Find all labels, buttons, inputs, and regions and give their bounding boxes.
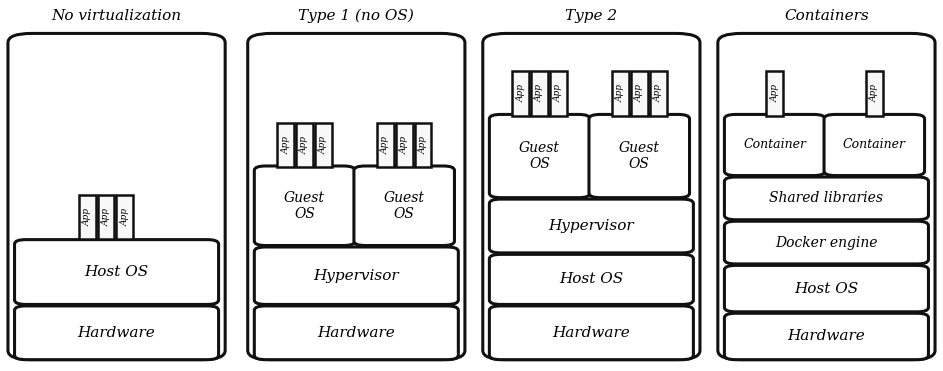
- Text: App: App: [419, 136, 427, 154]
- Text: No virtualization: No virtualization: [52, 9, 182, 23]
- Bar: [116, 195, 133, 239]
- Text: Shared libraries: Shared libraries: [769, 191, 884, 206]
- Text: Hypervisor: Hypervisor: [549, 219, 635, 233]
- FancyBboxPatch shape: [489, 306, 693, 359]
- Text: Guest
OS: Guest OS: [619, 141, 660, 171]
- Text: Hardware: Hardware: [77, 326, 156, 340]
- Text: App: App: [653, 85, 663, 102]
- Bar: [512, 71, 529, 115]
- Text: Hypervisor: Hypervisor: [313, 269, 399, 283]
- FancyBboxPatch shape: [724, 221, 929, 264]
- FancyBboxPatch shape: [14, 240, 219, 305]
- Text: App: App: [121, 208, 129, 226]
- FancyBboxPatch shape: [489, 114, 590, 198]
- Text: App: App: [535, 85, 544, 102]
- Bar: [315, 123, 332, 167]
- Bar: [415, 123, 432, 167]
- Text: App: App: [635, 85, 644, 102]
- FancyBboxPatch shape: [589, 114, 689, 198]
- Text: App: App: [319, 136, 328, 154]
- Bar: [631, 71, 648, 115]
- Bar: [78, 195, 95, 239]
- FancyBboxPatch shape: [489, 199, 693, 253]
- Bar: [97, 195, 114, 239]
- Text: App: App: [300, 136, 309, 154]
- Text: Guest
OS: Guest OS: [384, 191, 424, 221]
- Text: Host OS: Host OS: [85, 265, 149, 279]
- Text: Container: Container: [743, 138, 806, 151]
- FancyBboxPatch shape: [489, 255, 693, 305]
- Text: Hardware: Hardware: [553, 326, 630, 340]
- FancyBboxPatch shape: [724, 265, 929, 312]
- Text: Host OS: Host OS: [794, 282, 858, 296]
- Bar: [377, 123, 394, 167]
- FancyBboxPatch shape: [354, 166, 455, 246]
- FancyBboxPatch shape: [255, 166, 355, 246]
- Text: App: App: [281, 136, 290, 154]
- Text: App: App: [102, 208, 110, 226]
- Text: Guest
OS: Guest OS: [520, 141, 560, 171]
- FancyBboxPatch shape: [724, 177, 929, 220]
- FancyBboxPatch shape: [255, 247, 458, 305]
- Text: Type 1 (no OS): Type 1 (no OS): [298, 9, 414, 23]
- Text: App: App: [381, 136, 389, 154]
- Bar: [612, 71, 629, 115]
- Text: Container: Container: [843, 138, 906, 151]
- FancyBboxPatch shape: [724, 114, 825, 175]
- Bar: [550, 71, 567, 115]
- FancyBboxPatch shape: [255, 306, 458, 359]
- Bar: [277, 123, 294, 167]
- Bar: [296, 123, 313, 167]
- Text: Type 2: Type 2: [565, 9, 618, 23]
- Bar: [866, 71, 883, 115]
- Text: Hardware: Hardware: [787, 329, 866, 344]
- Bar: [396, 123, 413, 167]
- Bar: [531, 71, 548, 115]
- Text: Host OS: Host OS: [559, 272, 623, 286]
- Text: Guest
OS: Guest OS: [284, 191, 325, 221]
- FancyBboxPatch shape: [14, 306, 219, 359]
- Text: App: App: [869, 85, 879, 102]
- Text: App: App: [400, 136, 408, 154]
- Text: App: App: [616, 85, 625, 102]
- Bar: [767, 71, 783, 115]
- FancyBboxPatch shape: [724, 313, 929, 359]
- Text: Containers: Containers: [784, 9, 869, 23]
- FancyBboxPatch shape: [824, 114, 924, 175]
- Text: Hardware: Hardware: [318, 326, 395, 340]
- Bar: [650, 71, 667, 115]
- Text: App: App: [554, 85, 563, 102]
- Text: App: App: [770, 85, 779, 102]
- Text: App: App: [83, 208, 91, 226]
- Text: App: App: [517, 85, 525, 102]
- Text: Docker engine: Docker engine: [775, 236, 878, 250]
